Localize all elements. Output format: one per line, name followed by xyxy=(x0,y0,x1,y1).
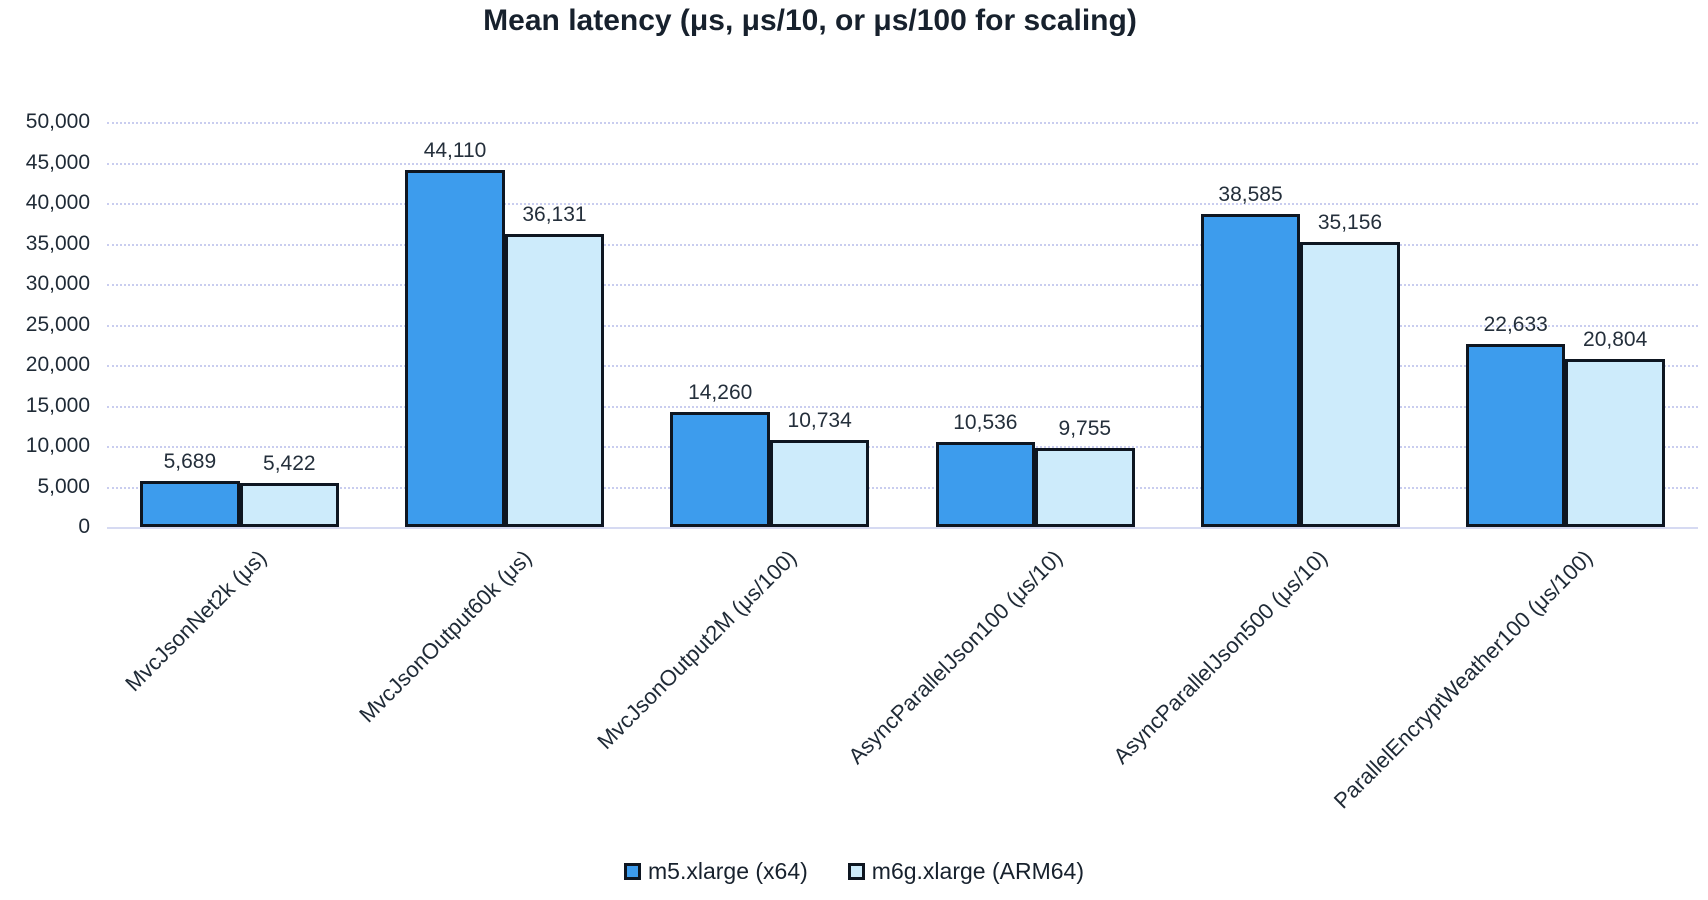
bar-column: 36,131 xyxy=(504,203,605,527)
plot-area: 5,689 5,422 44,110 36,131 14,260 10,734 10,536… xyxy=(107,122,1698,529)
bar xyxy=(1565,358,1665,527)
bar-group: 5,689 5,422 xyxy=(107,122,372,527)
bar xyxy=(405,169,505,527)
legend-item: m5.xlarge (x64) xyxy=(624,858,808,885)
bar-value-label: 38,585 xyxy=(1218,183,1283,207)
bar-groups: 5,689 5,422 44,110 36,131 14,260 10,734 10,536… xyxy=(107,122,1698,527)
x-axis-label: AsyncParallelJson500 (μs/10) xyxy=(1108,545,1332,769)
bar xyxy=(935,441,1036,527)
bar-value-label: 20,804 xyxy=(1583,327,1648,351)
bar xyxy=(1300,242,1400,527)
bar-column: 10,536 xyxy=(935,410,1036,527)
bar-group: 38,585 35,156 xyxy=(1168,122,1433,527)
bar xyxy=(140,480,240,527)
bar xyxy=(239,483,340,527)
gridline xyxy=(107,284,1698,286)
bar-value-label: 9,755 xyxy=(1058,417,1112,440)
bar-column: 44,110 xyxy=(405,138,505,527)
bar-column: 35,156 xyxy=(1300,211,1400,527)
gridline xyxy=(107,243,1698,246)
x-axis-label: ParallelEncryptWeather100 (μs/100) xyxy=(1328,545,1598,814)
bar-group: 14,260 10,734 xyxy=(637,122,902,527)
gridline xyxy=(107,446,1698,448)
x-axis-label: AsyncParallelJson100 (μs/10) xyxy=(842,545,1067,769)
bar-column: 22,633 xyxy=(1466,312,1566,527)
bar xyxy=(769,440,870,527)
y-axis-tick-label: 5,000 xyxy=(37,474,90,498)
bar-column: 10,734 xyxy=(769,409,870,527)
y-axis-tick-label: 15,000 xyxy=(25,393,90,417)
bar-column: 5,689 xyxy=(140,449,240,527)
bar xyxy=(504,234,605,527)
bar-value-label: 5,689 xyxy=(163,449,217,473)
x-axis-label: MvcJsonNet2k (μs) xyxy=(120,545,272,697)
legend-swatch-icon xyxy=(624,863,642,880)
legend-item: m6g.xlarge (ARM64) xyxy=(847,858,1084,885)
bar-value-label: 36,131 xyxy=(522,203,587,227)
legend-swatch-icon xyxy=(847,863,865,880)
gridline xyxy=(107,405,1698,408)
bar-column: 38,585 xyxy=(1200,183,1301,527)
bar xyxy=(1466,343,1566,527)
bar-group: 22,633 20,804 xyxy=(1433,122,1698,527)
bar xyxy=(670,411,770,527)
gridline xyxy=(107,486,1698,489)
y-axis-tick-label: 10,000 xyxy=(25,434,90,457)
x-axis-label: MvcJsonOutput60k (μs) xyxy=(354,545,537,728)
x-axis-labels: MvcJsonNet2k (μs) MvcJsonOutput60k (μs) Mv… xyxy=(107,527,1698,827)
legend: m5.xlarge (x64) m6g.xlarge (ARM64) xyxy=(0,858,1708,885)
y-axis-tick-label: 30,000 xyxy=(25,272,90,295)
y-axis-tick-label: 20,000 xyxy=(25,353,90,376)
legend-label: m5.xlarge (x64) xyxy=(648,858,808,884)
gridline xyxy=(107,365,1698,367)
legend-label: m6g.xlarge (ARM64) xyxy=(871,858,1084,884)
gridline xyxy=(107,162,1698,165)
y-axis-tick-label: 35,000 xyxy=(25,231,90,255)
y-axis-tick-label: 0 xyxy=(78,515,90,538)
y-axis-tick-label: 45,000 xyxy=(25,150,90,174)
bar-value-label: 14,260 xyxy=(688,380,753,404)
y-axis-tick-label: 40,000 xyxy=(25,191,90,214)
bar xyxy=(1035,448,1135,527)
bar-column: 5,422 xyxy=(239,452,340,527)
gridline xyxy=(107,324,1698,327)
y-axis: 50,000 45,000 40,000 35,000 30,000 25,000 20,0… xyxy=(0,110,90,538)
gridline xyxy=(107,527,1698,529)
bar-value-label: 22,633 xyxy=(1483,312,1548,336)
bar-column: 9,755 xyxy=(1035,417,1135,527)
bar-group: 44,110 36,131 xyxy=(372,122,637,527)
gridline xyxy=(107,122,1698,124)
bar xyxy=(1200,214,1301,527)
bar-value-label: 44,110 xyxy=(423,138,487,162)
y-axis-tick-label: 50,000 xyxy=(25,110,90,133)
bar-value-label: 35,156 xyxy=(1317,211,1383,235)
bar-column: 20,804 xyxy=(1565,327,1665,527)
chart-title: Mean latency (μs, μs/10, or μs/100 for s… xyxy=(483,4,1137,37)
bar-value-label: 10,734 xyxy=(787,409,852,433)
bar-value-label: 5,422 xyxy=(263,452,316,476)
gridline xyxy=(107,203,1698,205)
y-axis-tick-label: 25,000 xyxy=(25,312,90,336)
bar-value-label: 10,536 xyxy=(953,410,1018,434)
x-axis-label: MvcJsonOutput2M (μs/100) xyxy=(592,545,802,755)
bar-column: 14,260 xyxy=(670,380,770,527)
bar-group: 10,536 9,755 xyxy=(903,122,1168,527)
